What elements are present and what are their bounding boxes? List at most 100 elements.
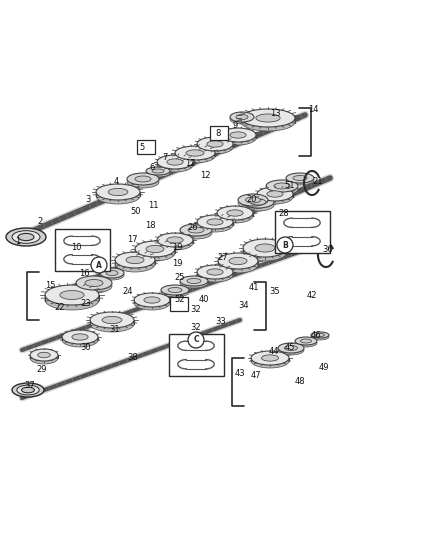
Text: 12: 12 [200, 171, 210, 180]
Text: 19: 19 [172, 243, 182, 252]
Ellipse shape [295, 339, 317, 347]
Ellipse shape [217, 206, 253, 220]
Text: 3: 3 [85, 196, 91, 205]
Ellipse shape [218, 257, 258, 273]
Text: 29: 29 [37, 366, 47, 375]
Ellipse shape [102, 317, 122, 324]
Ellipse shape [90, 316, 134, 332]
Ellipse shape [18, 233, 34, 240]
Text: 43: 43 [235, 369, 245, 378]
Ellipse shape [315, 334, 325, 336]
Text: 14: 14 [308, 104, 318, 114]
Text: 5: 5 [139, 143, 145, 152]
Ellipse shape [157, 236, 193, 250]
Ellipse shape [161, 287, 189, 297]
Ellipse shape [62, 333, 98, 347]
Ellipse shape [168, 287, 182, 293]
Text: 47: 47 [251, 370, 261, 379]
Bar [210, 126, 228, 140]
Ellipse shape [278, 343, 304, 353]
Ellipse shape [278, 345, 304, 355]
Ellipse shape [96, 184, 140, 200]
Ellipse shape [30, 349, 58, 361]
Ellipse shape [85, 279, 103, 287]
Ellipse shape [62, 330, 98, 344]
Text: 6: 6 [149, 163, 155, 172]
Text: C: C [193, 335, 199, 344]
Bar [169, 334, 223, 376]
Text: 12: 12 [185, 158, 195, 167]
Text: 44: 44 [269, 346, 279, 356]
Text: 26: 26 [188, 223, 198, 232]
Ellipse shape [90, 312, 134, 328]
Ellipse shape [197, 215, 233, 229]
Text: 46: 46 [311, 330, 321, 340]
Text: A: A [96, 261, 102, 270]
Ellipse shape [100, 268, 124, 278]
Ellipse shape [134, 296, 170, 310]
Ellipse shape [134, 293, 170, 307]
Ellipse shape [127, 176, 159, 188]
Ellipse shape [30, 352, 58, 364]
Text: 32: 32 [191, 305, 201, 314]
Text: 10: 10 [71, 244, 81, 253]
Ellipse shape [241, 109, 295, 127]
Bar [137, 140, 155, 154]
Ellipse shape [236, 115, 248, 119]
Text: 8: 8 [215, 130, 221, 139]
Ellipse shape [180, 224, 212, 236]
Ellipse shape [161, 285, 189, 295]
Text: 52: 52 [175, 295, 185, 304]
Ellipse shape [76, 276, 112, 290]
Ellipse shape [266, 183, 298, 195]
Ellipse shape [188, 227, 204, 233]
Ellipse shape [238, 197, 268, 209]
Ellipse shape [146, 169, 170, 177]
Ellipse shape [293, 175, 307, 181]
Text: 15: 15 [45, 280, 55, 289]
Text: 51: 51 [285, 182, 295, 190]
Text: 9: 9 [233, 122, 238, 131]
Ellipse shape [217, 209, 253, 223]
Ellipse shape [256, 114, 280, 122]
Ellipse shape [274, 183, 290, 189]
Ellipse shape [167, 237, 183, 243]
Text: 7: 7 [162, 154, 168, 163]
Ellipse shape [230, 114, 254, 124]
Text: 40: 40 [199, 295, 209, 304]
Ellipse shape [17, 385, 39, 395]
Text: 23: 23 [81, 300, 91, 309]
Ellipse shape [180, 278, 208, 288]
Circle shape [91, 257, 107, 273]
Ellipse shape [229, 257, 247, 264]
Text: 42: 42 [307, 290, 317, 300]
Ellipse shape [21, 387, 35, 393]
Ellipse shape [251, 354, 289, 368]
Bar [54, 229, 110, 271]
Ellipse shape [207, 219, 223, 225]
Text: 19: 19 [172, 259, 182, 268]
Text: 18: 18 [145, 221, 155, 230]
Text: B: B [282, 240, 288, 249]
Ellipse shape [96, 188, 140, 204]
Bar [170, 297, 188, 311]
Ellipse shape [197, 137, 233, 151]
Ellipse shape [115, 256, 155, 272]
Ellipse shape [108, 188, 128, 196]
Ellipse shape [257, 190, 293, 204]
Text: 48: 48 [295, 376, 305, 385]
Ellipse shape [261, 355, 279, 361]
Ellipse shape [243, 239, 287, 257]
Ellipse shape [12, 231, 40, 243]
Text: 45: 45 [285, 343, 295, 351]
Ellipse shape [175, 146, 215, 160]
Ellipse shape [135, 241, 175, 257]
Ellipse shape [218, 253, 258, 269]
Ellipse shape [157, 155, 193, 169]
Ellipse shape [250, 199, 266, 205]
Text: 34: 34 [239, 302, 249, 311]
Text: 25: 25 [175, 273, 185, 282]
Text: 24: 24 [123, 287, 133, 296]
Ellipse shape [207, 141, 223, 147]
Ellipse shape [300, 339, 311, 343]
